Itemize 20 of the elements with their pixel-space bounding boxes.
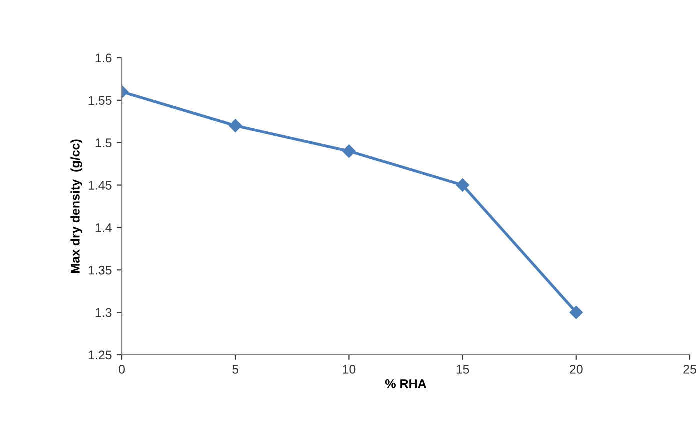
- point: [570, 306, 583, 320]
- point: [229, 119, 242, 132]
- x-tick-label: 15: [456, 365, 470, 374]
- x-tick-label: 25: [684, 365, 696, 374]
- y-tick-label: 1.25: [88, 350, 112, 360]
- y-tick-label: 1.4: [96, 224, 112, 232]
- y-tick-label: 1.6: [96, 54, 112, 63]
- y-tick-label: 1.45: [88, 181, 112, 190]
- y-tick-label: 1.55: [88, 96, 112, 106]
- x-tick-label: 0: [119, 365, 125, 374]
- y-tick-label: 1.5: [96, 138, 112, 148]
- point: [456, 178, 470, 192]
- y-tick-label: 1.35: [88, 266, 112, 275]
- x-tick-label: 5: [232, 365, 239, 374]
- y-axis-title: Max dry density (g/cc): [70, 140, 82, 274]
- x-tick-label: 20: [570, 365, 583, 374]
- x-tick-label: 10: [343, 365, 356, 374]
- x-axis-title: % RHA: [385, 380, 427, 388]
- point: [342, 144, 356, 158]
- y-tick-label: 1.3: [96, 308, 112, 318]
